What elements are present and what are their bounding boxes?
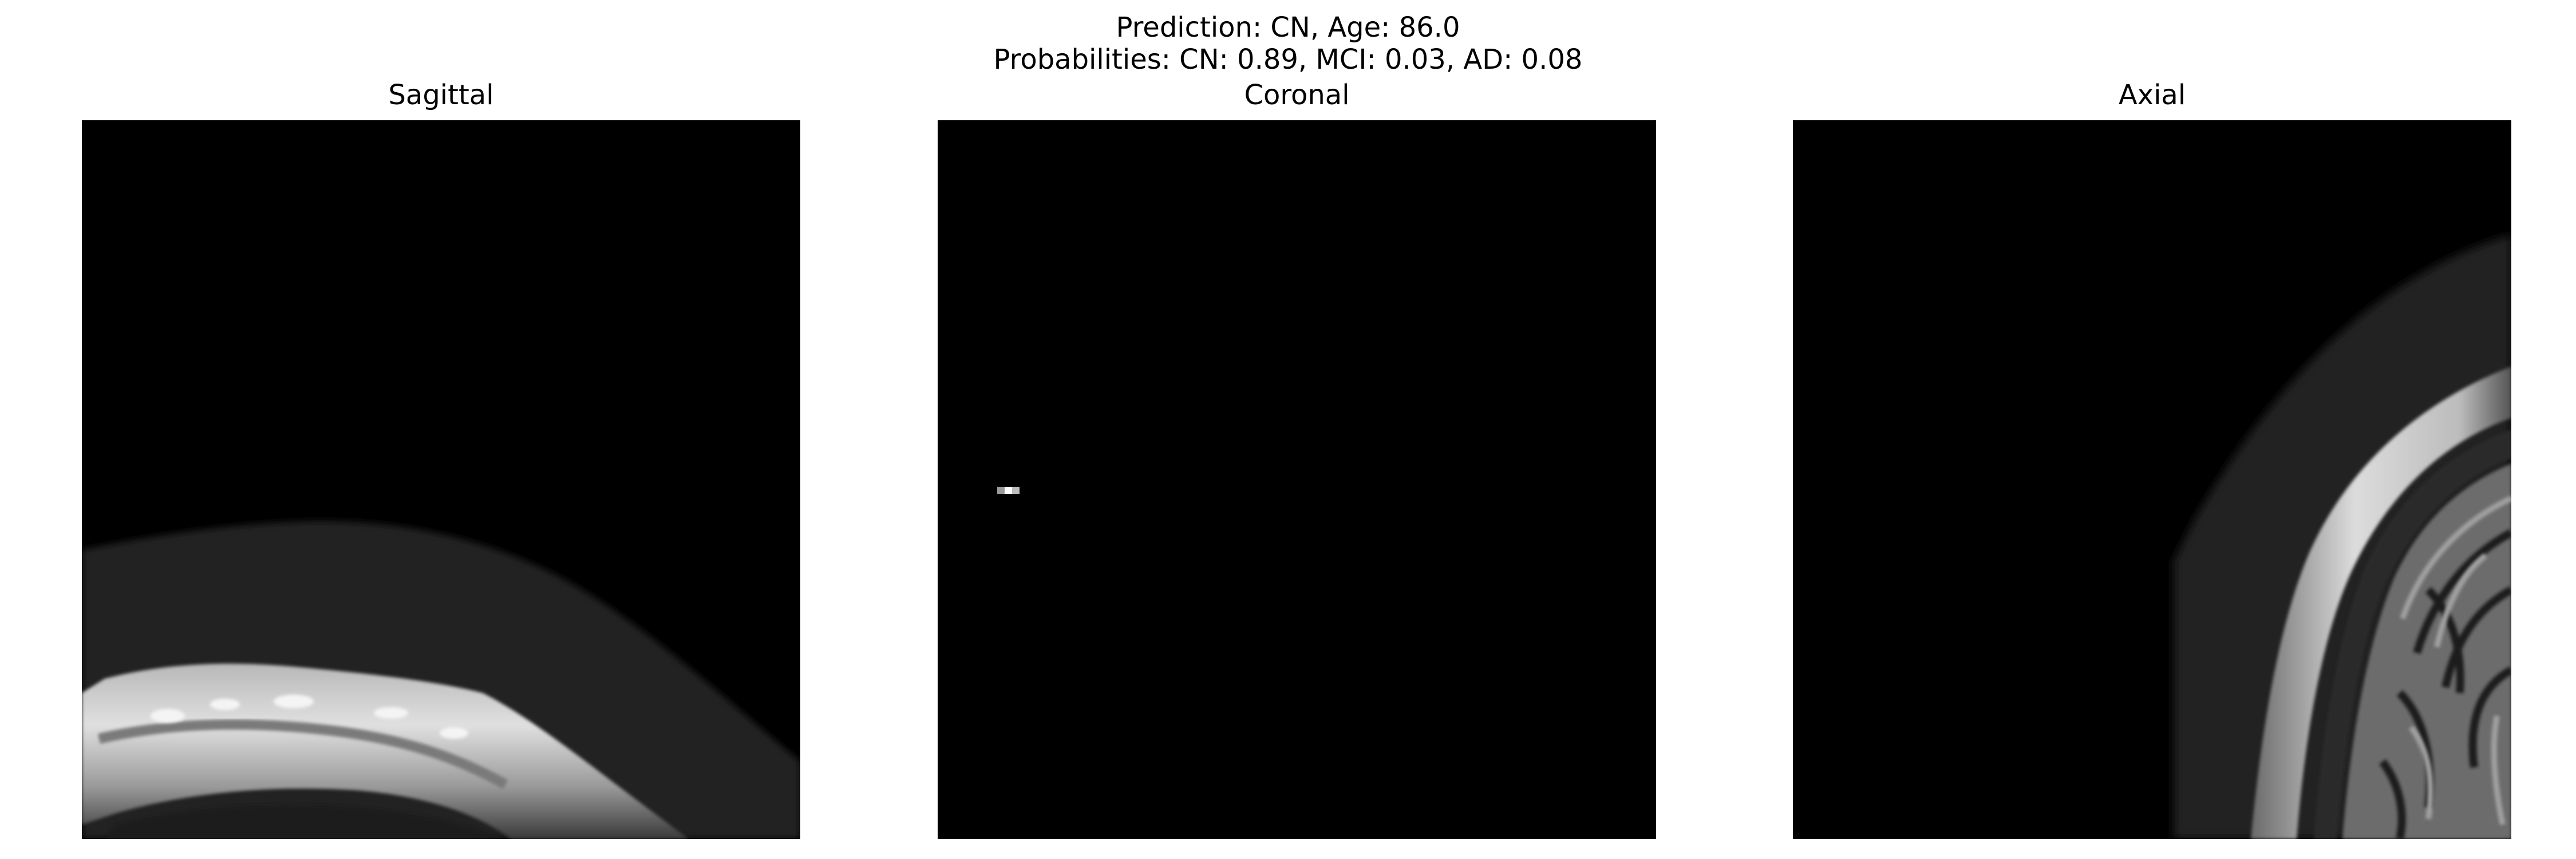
prediction-text: Prediction: CN, Age: 86.0	[1116, 11, 1460, 44]
coronal-image	[938, 120, 1656, 839]
sagittal-title: Sagittal	[388, 79, 494, 111]
probabilities-text: Probabilities: CN: 0.89, MCI: 0.03, AD: …	[993, 44, 1583, 76]
coronal-title: Coronal	[1244, 79, 1350, 111]
axial-image	[1793, 120, 2511, 839]
axial-title: Axial	[2118, 79, 2186, 111]
figure-suptitle: Prediction: CN, Age: 86.0 Probabilities:…	[0, 11, 2576, 76]
sagittal-image	[82, 120, 800, 839]
